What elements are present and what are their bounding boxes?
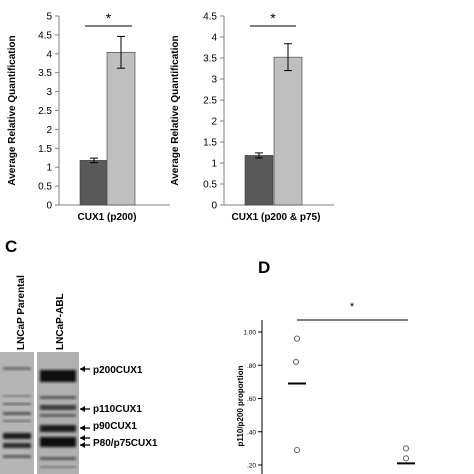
y-tick-label: .20 (247, 463, 256, 470)
y-tick-label: .60 (247, 396, 256, 403)
data-point (402, 455, 410, 462)
bar (244, 155, 274, 206)
blot-band (40, 425, 76, 432)
y-tick-label: 0.5 (203, 180, 217, 191)
blot-band (3, 367, 31, 370)
data-point (293, 335, 301, 342)
x-axis-label: CUX1 (p200 & p75) (232, 212, 321, 223)
blot-band (3, 433, 31, 439)
panel-letter-c: C (5, 237, 18, 256)
y-tick-label: 0 (211, 201, 217, 212)
y-tick-label: 5 (46, 12, 52, 23)
y-tick-label: 1 (46, 163, 52, 174)
bar (273, 56, 303, 206)
significance-star: * (350, 301, 355, 313)
blot-band (40, 437, 76, 447)
y-tick-label: .80 (247, 363, 256, 370)
y-tick-label: 3.5 (203, 54, 217, 65)
y-axis-label: Average Relative Quantification (170, 35, 181, 185)
y-axis-label: p110/p200 proportion (236, 365, 245, 446)
blot-band (40, 457, 76, 460)
blot-band (40, 414, 76, 417)
y-tick-label: 4.5 (38, 30, 52, 41)
y-tick-label: .40 (247, 429, 256, 436)
band-arrow-head (80, 435, 85, 441)
band-arrow-head (80, 366, 85, 372)
blot-band (3, 412, 31, 415)
y-tick-label: 1.5 (203, 138, 217, 149)
blot-band (3, 455, 31, 458)
significance-star: * (106, 10, 112, 26)
data-point (293, 446, 301, 454)
lane-label-parental: LNCaP Parental (16, 275, 27, 350)
lane-label-abl: LNCaP-ABL (55, 293, 66, 350)
scatter-chart-p110-p200: .20 .40 .60 .80 1.00 p110/p200 proportion * (236, 301, 415, 474)
blot-band (40, 405, 76, 410)
western-blot: LNCaP Parental LNCaP-ABL p200CUX1 p110CUX1 p… (0, 275, 158, 474)
band-arrow-head (80, 442, 85, 448)
band-label: p200CUX1 (93, 365, 143, 376)
y-tick-label: 3.5 (38, 68, 52, 79)
bar (79, 160, 109, 206)
y-axis-label: Average Relative Quantification (7, 35, 18, 185)
y-tick-label: 1.5 (38, 144, 52, 155)
blot-band (3, 420, 31, 422)
data-point (292, 358, 300, 366)
band-label: P80/p75CUX1 (93, 438, 158, 449)
y-tick-label: 2 (46, 125, 52, 136)
blot-band (3, 395, 31, 397)
y-tick-label: 4 (211, 33, 217, 44)
panel-letter-d: D (258, 258, 271, 277)
blot-band (40, 466, 76, 468)
x-axis-label: CUX1 (p200) (78, 212, 137, 223)
y-tick-label: 1 (211, 159, 217, 170)
band-label: p110CUX1 (93, 404, 142, 415)
y-tick-label: 1.00 (243, 330, 256, 337)
bar-chart-cux1-p200: 0 0.5 1 1.5 2 2.5 3 3.5 4 4.5 5 * Average Relative Q… (7, 10, 170, 223)
blot-band (3, 403, 31, 405)
y-tick-label: 0.5 (38, 182, 52, 193)
blot-band (40, 370, 76, 382)
band-label: p90CUX1 (93, 421, 137, 432)
y-tick-label: 2.5 (203, 96, 217, 107)
significance-star: * (270, 10, 276, 26)
band-arrow-head (80, 425, 85, 431)
y-tick-label: 4.5 (203, 12, 217, 23)
blot-band (3, 443, 31, 448)
y-tick-label: 0 (46, 201, 52, 212)
y-tick-label: 3 (211, 75, 217, 86)
bar-chart-cux1-p200-p75: 0 0.5 1 1.5 2 2.5 3 3.5 4 4.5 * Average Relative Qu… (170, 10, 334, 223)
y-tick-label: 3 (46, 87, 52, 98)
band-arrow-head (80, 406, 85, 412)
bar (106, 51, 136, 206)
y-tick-label: 2 (211, 117, 217, 128)
data-point (402, 445, 410, 452)
blot-band (40, 396, 76, 399)
y-tick-label: 2.5 (38, 106, 52, 117)
y-tick-label: 4 (46, 49, 52, 60)
